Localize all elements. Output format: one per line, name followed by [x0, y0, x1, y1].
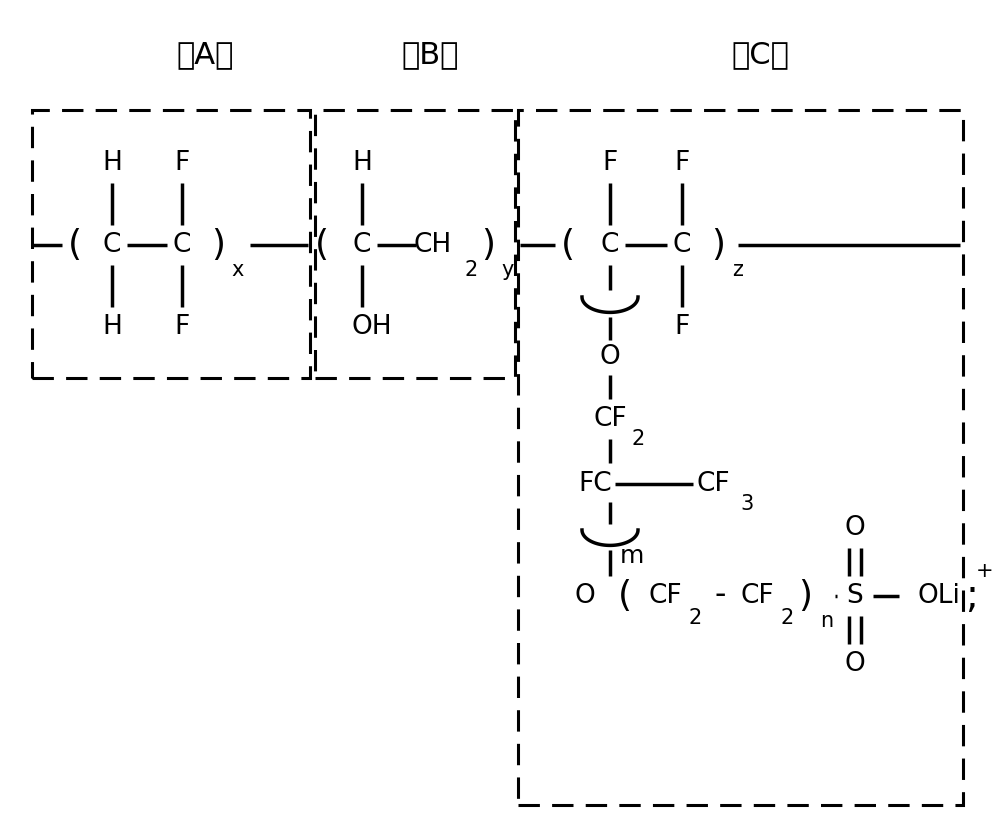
- Text: CF: CF: [696, 471, 730, 497]
- Text: ): ): [798, 579, 812, 613]
- Text: m: m: [620, 544, 644, 568]
- Text: OLi: OLi: [918, 583, 960, 609]
- Text: ;: ;: [966, 577, 978, 615]
- Text: 2: 2: [780, 608, 794, 628]
- Text: x: x: [232, 260, 244, 280]
- Text: ): ): [481, 228, 495, 262]
- Text: H: H: [352, 150, 372, 176]
- Text: F: F: [174, 314, 190, 340]
- Text: F: F: [174, 150, 190, 176]
- Text: 3: 3: [740, 494, 754, 514]
- Text: CH: CH: [414, 232, 452, 258]
- Text: C: C: [173, 232, 191, 258]
- Text: (: (: [561, 228, 575, 262]
- Text: C: C: [353, 232, 371, 258]
- Text: （C）: （C）: [731, 40, 789, 70]
- Text: F: F: [602, 150, 618, 176]
- Text: ): ): [711, 228, 725, 262]
- Text: y: y: [502, 260, 514, 280]
- Text: ): ): [211, 228, 225, 262]
- Bar: [315, 110, 515, 378]
- Text: F: F: [674, 314, 690, 340]
- Text: CF: CF: [740, 583, 774, 609]
- Text: O: O: [845, 651, 865, 677]
- Text: 2: 2: [464, 260, 478, 280]
- Text: FC: FC: [578, 471, 612, 497]
- Text: 2: 2: [631, 429, 645, 449]
- Text: O: O: [600, 344, 620, 370]
- Text: C: C: [601, 232, 619, 258]
- Text: (: (: [68, 228, 82, 262]
- Text: (: (: [618, 579, 632, 613]
- Text: （B）: （B）: [401, 40, 459, 70]
- Bar: [32, 110, 310, 378]
- Text: （A）: （A）: [176, 40, 234, 70]
- Text: OH: OH: [352, 314, 392, 340]
- Text: 2: 2: [688, 608, 702, 628]
- Text: H: H: [102, 150, 122, 176]
- Text: O: O: [845, 515, 865, 541]
- Text: +: +: [976, 561, 994, 581]
- Text: H: H: [102, 314, 122, 340]
- Text: O: O: [575, 583, 595, 609]
- Text: (: (: [315, 228, 329, 262]
- Text: z: z: [733, 260, 743, 280]
- Text: C: C: [103, 232, 121, 258]
- Text: CF: CF: [593, 406, 627, 432]
- Text: F: F: [674, 150, 690, 176]
- Text: -: -: [714, 580, 726, 612]
- Text: C: C: [673, 232, 691, 258]
- Text: CF: CF: [648, 583, 682, 609]
- Text: S: S: [847, 583, 863, 609]
- Text: n: n: [820, 611, 834, 631]
- Bar: [518, 110, 963, 805]
